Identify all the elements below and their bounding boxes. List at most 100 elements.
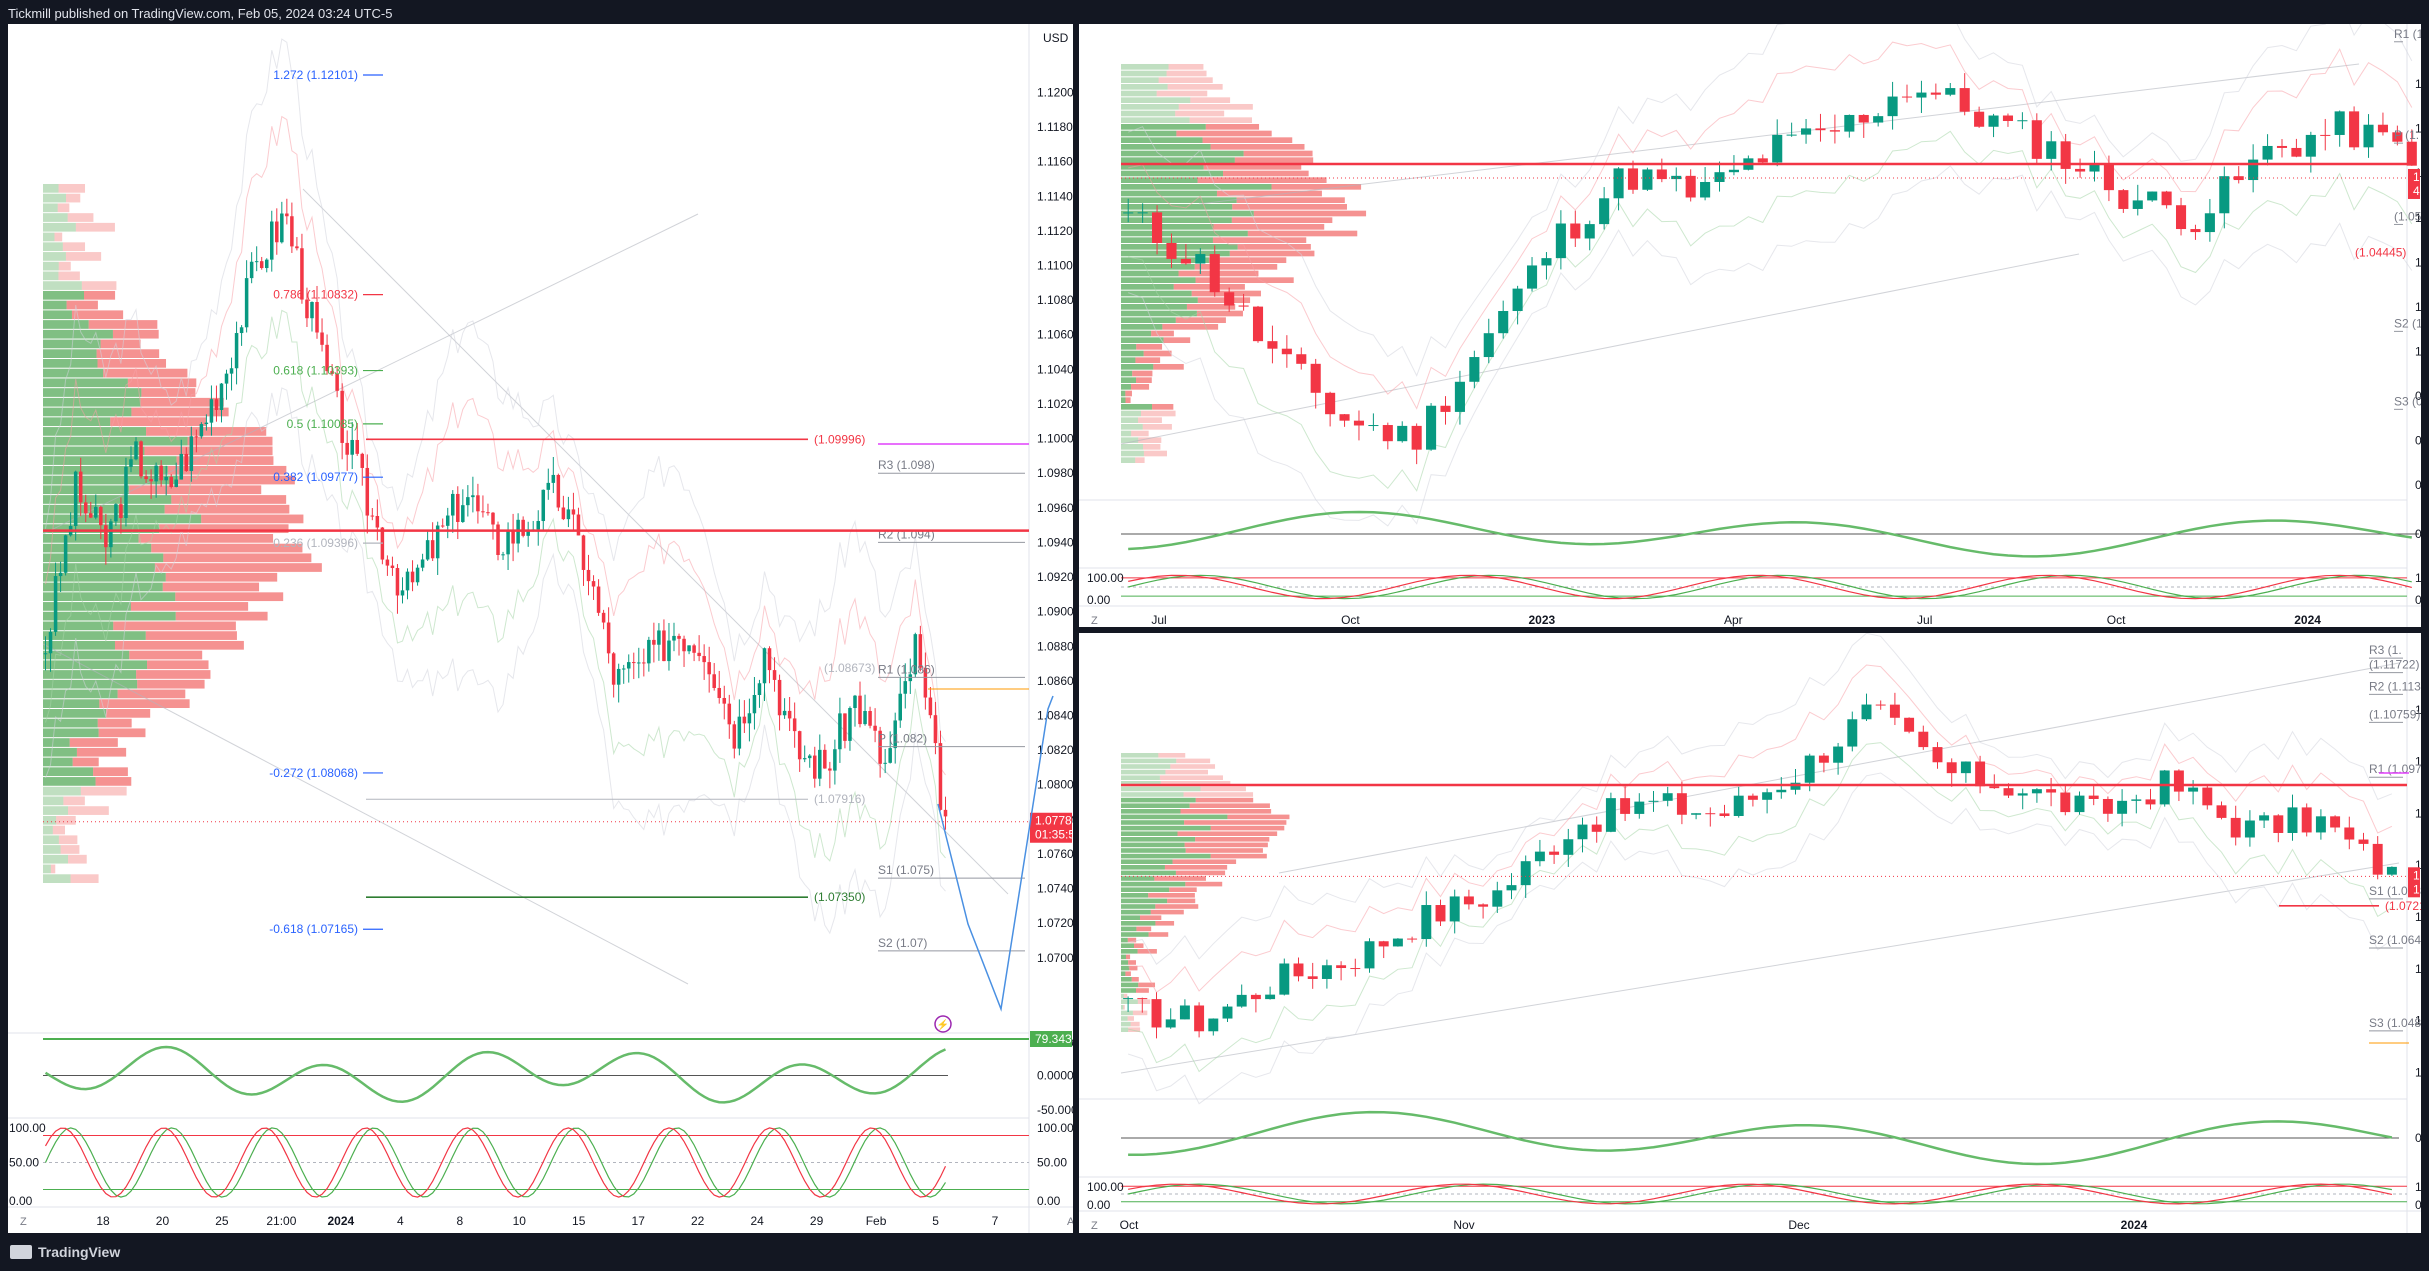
volume-profile-bar-up bbox=[1121, 457, 1136, 463]
volume-profile-bar-up bbox=[1121, 1016, 1128, 1021]
y-tick-label: 1.08000 bbox=[2415, 858, 2421, 872]
volume-profile-bar-up bbox=[43, 738, 70, 747]
candle-body bbox=[445, 515, 450, 526]
candle-body bbox=[2406, 141, 2417, 166]
candle-body bbox=[1662, 793, 1673, 801]
volume-profile-bar-down bbox=[1132, 370, 1153, 377]
volume-profile-bar-up bbox=[1121, 124, 1206, 130]
volume-profile-bar-down bbox=[171, 495, 287, 504]
volume-profile-bar-up bbox=[43, 213, 68, 222]
volume-profile-bar-up bbox=[1121, 848, 1186, 853]
candle-body bbox=[1267, 341, 1278, 349]
candle-body bbox=[2230, 817, 2241, 838]
weekly-chart-panel[interactable]: USD1.120001.100001.080001.060001.040001.… bbox=[1079, 24, 2421, 627]
y-tick-label: 1.07400 bbox=[1037, 882, 1073, 896]
candle-body bbox=[285, 213, 289, 217]
candle-body bbox=[1801, 128, 1812, 135]
volume-profile-bar-up bbox=[43, 514, 202, 524]
volume-profile-bar-up bbox=[1121, 70, 1167, 77]
candle-body bbox=[466, 497, 470, 506]
candle-body bbox=[139, 441, 143, 477]
volume-profile-bar-up bbox=[43, 465, 168, 475]
volume-profile-bar-up bbox=[43, 825, 53, 835]
y-tick-label: 1.07600 bbox=[1037, 847, 1073, 861]
tradingview-logo[interactable]: TradingView bbox=[10, 1244, 120, 1260]
candle-body bbox=[335, 373, 339, 391]
candle-body bbox=[405, 571, 410, 591]
volume-profile-bar-down bbox=[117, 689, 186, 699]
candle-body bbox=[2088, 795, 2099, 799]
candle-body bbox=[943, 809, 948, 817]
candle-body bbox=[757, 683, 762, 695]
volume-profile-bar-up bbox=[1121, 865, 1165, 870]
y-tick-label: 1.09000 bbox=[2415, 806, 2421, 820]
volume-profile-bar-up bbox=[1121, 837, 1196, 842]
lower-band bbox=[1127, 742, 2393, 1073]
volume-profile-bar-down bbox=[1131, 977, 1139, 982]
volume-profile-bar-up bbox=[1121, 809, 1181, 814]
volume-profile-bar-down bbox=[75, 222, 115, 232]
volume-profile-bar-up bbox=[43, 310, 72, 320]
volume-profile-bar-down bbox=[1167, 84, 1223, 90]
osc2-line bbox=[44, 1127, 947, 1198]
publish-header: Tickmill published on TradingView.com, F… bbox=[8, 6, 393, 21]
fib-level-label: 0.382 (1.09777) bbox=[273, 470, 358, 484]
osc2-line bbox=[1128, 574, 2412, 600]
volume-profile-bar-up bbox=[43, 718, 98, 728]
volume-profile-bar-up bbox=[43, 407, 132, 417]
candle-body bbox=[1435, 905, 1446, 922]
candle-body bbox=[2219, 176, 2230, 214]
volume-profile-bar-down bbox=[1167, 898, 1196, 904]
volume-profile-bar-down bbox=[1125, 397, 1131, 403]
y-tick-label: 1.10800 bbox=[1037, 293, 1073, 307]
volume-profile-bar-down bbox=[113, 621, 236, 631]
main-chart-panel[interactable]: USD 1.12000 1.11800 1.11600 1.11400 1.11200 1.… bbox=[8, 24, 1073, 1233]
candle-body bbox=[415, 567, 420, 583]
volume-profile-bar-up bbox=[1121, 164, 1204, 170]
osc2-left-tick: 50.00 bbox=[9, 1156, 39, 1170]
candle-body bbox=[1815, 128, 1826, 131]
candle-body bbox=[848, 708, 852, 741]
candle-body bbox=[606, 622, 611, 654]
pivot-label: S3 (0.974) bbox=[2394, 394, 2421, 408]
volume-profile-bar-up bbox=[43, 796, 64, 806]
candle-body bbox=[938, 743, 943, 810]
volume-profile-bar-down bbox=[201, 514, 304, 524]
volume-profile-bar-up bbox=[43, 728, 99, 738]
candle-body bbox=[154, 465, 158, 482]
lower-band bbox=[1128, 130, 2413, 492]
fib-level-label: 0.618 (1.10393) bbox=[273, 364, 358, 378]
candle-body bbox=[43, 653, 48, 655]
candle-body bbox=[1786, 134, 1797, 136]
candle-body bbox=[1930, 92, 1941, 95]
candle-body bbox=[632, 662, 636, 664]
volume-profile-bar-down bbox=[147, 660, 209, 670]
candle-body bbox=[1208, 1018, 1219, 1032]
candle-body bbox=[305, 299, 309, 319]
volume-profile-bar-down bbox=[57, 203, 70, 213]
volume-profile-bar-down bbox=[137, 679, 205, 689]
daily-chart-panel[interactable]: USD1.110001.100001.090001.080001.070001.… bbox=[1079, 633, 2421, 1233]
volume-profile-bar-up bbox=[43, 427, 147, 436]
x-tick-label: Dec bbox=[1788, 1218, 1809, 1232]
candle-body bbox=[536, 521, 540, 530]
osc1-value-tag bbox=[1030, 1031, 1072, 1047]
volume-profile-bar-down bbox=[96, 349, 160, 358]
candle-body bbox=[2190, 229, 2201, 233]
candle-body bbox=[1932, 747, 1943, 763]
volume-profile-bar-up bbox=[1121, 820, 1185, 825]
candle-body bbox=[918, 634, 923, 668]
candle-body bbox=[395, 568, 400, 596]
volume-profile-bar-up bbox=[43, 397, 141, 407]
candle-body bbox=[385, 559, 390, 566]
volume-profile-bar-up bbox=[1121, 960, 1129, 965]
candle-body bbox=[430, 540, 435, 559]
last-price-value: 1.07786 bbox=[2413, 170, 2421, 184]
candle-body bbox=[164, 476, 168, 481]
candle-body bbox=[611, 653, 616, 685]
candle-body bbox=[2386, 866, 2397, 875]
candle-body bbox=[566, 509, 571, 520]
candle-body bbox=[707, 662, 711, 675]
volume-profile-bar-down bbox=[106, 709, 151, 718]
